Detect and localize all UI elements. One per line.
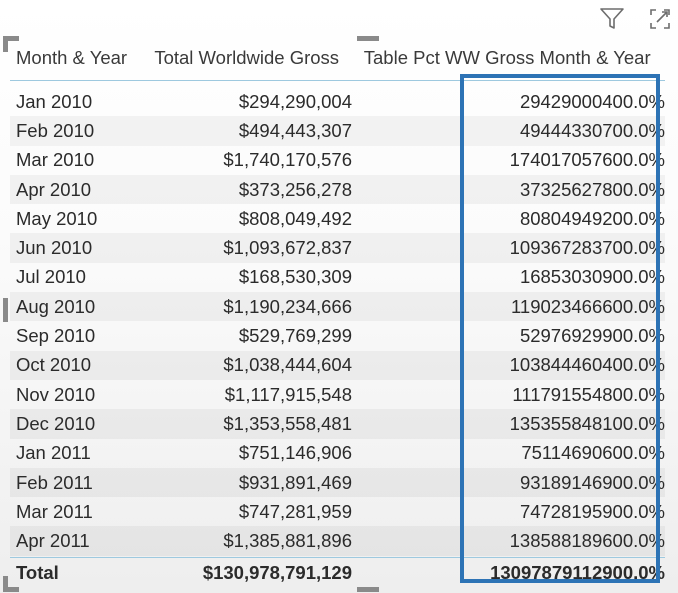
table-row[interactable]: Jul 2010 $168,530,309 16853030900.0% xyxy=(10,263,665,292)
cell-total-gross: $808,049,492 xyxy=(238,207,352,229)
column-header-month-year[interactable]: Month & Year xyxy=(16,47,128,68)
cell-total-gross: $168,530,309 xyxy=(238,266,352,288)
table-row[interactable]: May 2010 $808,049,492 80804949200.0% xyxy=(10,204,665,233)
cell-pct: 138588189600.0% xyxy=(509,530,665,552)
cell-month-year: Feb 2010 xyxy=(16,119,95,141)
column-header-table-pct[interactable]: Table Pct WW Gross Month & Year xyxy=(363,47,651,68)
cell-total-gross: $373,256,278 xyxy=(238,178,352,200)
cell-pct: 49444330700.0% xyxy=(519,119,665,141)
cell-month-year: Jun 2010 xyxy=(16,237,93,259)
table-row[interactable]: Mar 2010 $1,740,170,576 174017057600.0% xyxy=(10,146,665,175)
cell-pct: 52976929900.0% xyxy=(519,325,665,347)
cell-pct: 75114690600.0% xyxy=(521,442,665,464)
cell-pct: 16853030900.0% xyxy=(519,266,665,288)
table-row[interactable]: Nov 2010 $1,117,915,548 111791554800.0% xyxy=(10,380,665,409)
resize-handle-top-left-vertical[interactable] xyxy=(3,36,8,52)
table-row[interactable]: Feb 2011 $931,891,469 93189146900.0% xyxy=(10,467,665,498)
cell-pct: 119023466600.0% xyxy=(511,295,665,317)
cell-pct: 109367283700.0% xyxy=(509,237,665,259)
cell-month-year: Oct 2010 xyxy=(16,354,92,376)
resize-handle-bottom-left[interactable] xyxy=(3,587,19,592)
cell-total-gross: $294,290,004 xyxy=(238,90,352,112)
cell-pct: 29429000400.0% xyxy=(519,90,665,112)
cell-total-gross: $494,443,307 xyxy=(238,119,352,141)
cell-total-gross: $1,190,234,666 xyxy=(223,295,352,317)
cell-pct: 111791554800.0% xyxy=(512,383,665,405)
column-header-total-worldwide-gross[interactable]: Total Worldwide Gross xyxy=(154,47,340,68)
table-row[interactable]: Mar 2011 $747,281,959 74728195900.0% xyxy=(10,497,665,526)
cell-pct: 93189146900.0% xyxy=(519,471,665,493)
resize-handle-bottom[interactable] xyxy=(357,587,379,592)
cell-pct: 135355848100.0% xyxy=(509,412,665,434)
cell-month-year: Apr 2010 xyxy=(16,178,92,200)
cell-total-gross: $931,891,469 xyxy=(238,471,352,493)
cell-pct: 174017057600.0% xyxy=(509,149,665,171)
table-row[interactable]: Jan 2010 $294,290,004 29429000400.0% xyxy=(10,87,665,116)
table-row[interactable]: Feb 2010 $494,443,307 49444330700.0% xyxy=(10,116,665,146)
header-divider xyxy=(10,80,665,81)
cell-total-gross: $1,117,915,548 xyxy=(224,383,352,405)
cell-total-gross: $1,353,558,481 xyxy=(223,412,352,434)
cell-total-gross: $1,740,170,576 xyxy=(223,149,352,171)
total-divider xyxy=(10,556,665,558)
data-table: Month & Year Total Worldwide Gross Table… xyxy=(10,40,665,588)
resize-handle-bottom-left-vertical[interactable] xyxy=(3,576,8,592)
cell-total-gross: $747,281,959 xyxy=(238,500,352,522)
table-row[interactable]: Jun 2010 $1,093,672,837 109367283700.0% xyxy=(10,233,665,263)
table-total-row: Total $130,978,791,129 13097879112900.0% xyxy=(10,558,665,588)
cell-month-year: Dec 2010 xyxy=(16,412,96,434)
cell-month-year: Jan 2010 xyxy=(16,90,93,112)
table-row[interactable]: Oct 2010 $1,038,444,604 103844460400.0% xyxy=(10,350,665,380)
cell-month-year: Apr 2011 xyxy=(16,530,90,552)
table-header-row: Month & Year Total Worldwide Gross Table… xyxy=(10,40,665,76)
cell-pct: 103844460400.0% xyxy=(509,354,665,376)
cell-month-year: Jan 2011 xyxy=(16,442,91,464)
cell-month-year: Aug 2010 xyxy=(16,295,96,317)
cell-pct: 37325627800.0% xyxy=(519,178,665,200)
filter-icon[interactable] xyxy=(598,6,626,32)
cell-month-year: May 2010 xyxy=(16,207,98,229)
cell-month-year: Mar 2011 xyxy=(16,500,93,522)
table-row[interactable]: Dec 2010 $1,353,558,481 135355848100.0% xyxy=(10,409,665,439)
table-row[interactable]: Aug 2010 $1,190,234,666 119023466600.0% xyxy=(10,292,665,322)
table-row[interactable]: Jan 2011 $751,146,906 75114690600.0% xyxy=(10,439,665,468)
cell-month-year: Feb 2011 xyxy=(16,471,93,493)
resize-handle-top[interactable] xyxy=(357,36,379,41)
table-row[interactable]: Apr 2010 $373,256,278 37325627800.0% xyxy=(10,174,665,205)
focus-mode-icon[interactable] xyxy=(646,6,674,32)
table-body: Jan 2010 $294,290,004 29429000400.0% Feb 2… xyxy=(10,87,665,556)
cell-pct: 74728195900.0% xyxy=(519,500,665,522)
cell-total-gross: $529,769,299 xyxy=(238,325,352,347)
table-row[interactable]: Apr 2011 $1,385,881,896 138588189600.0% xyxy=(10,526,665,556)
cell-month-year: Nov 2010 xyxy=(16,383,96,405)
cell-pct: 80804949200.0% xyxy=(519,207,665,229)
resize-handle-top-left[interactable] xyxy=(3,36,19,41)
cell-total-gross: $751,146,906 xyxy=(238,442,352,464)
total-gross-value: $130,978,791,129 xyxy=(202,561,352,583)
total-label: Total xyxy=(16,561,59,583)
table-row[interactable]: Sep 2010 $529,769,299 52976929900.0% xyxy=(10,321,665,350)
cell-month-year: Sep 2010 xyxy=(16,325,96,347)
cell-total-gross: $1,385,881,896 xyxy=(223,530,352,552)
cell-total-gross: $1,093,672,837 xyxy=(223,237,352,259)
cell-total-gross: $1,038,444,604 xyxy=(223,354,352,376)
cell-month-year: Mar 2010 xyxy=(16,149,95,171)
cell-month-year: Jul 2010 xyxy=(16,266,86,288)
total-pct-value: 13097879112900.0% xyxy=(490,561,665,583)
resize-handle-left[interactable] xyxy=(3,298,8,322)
